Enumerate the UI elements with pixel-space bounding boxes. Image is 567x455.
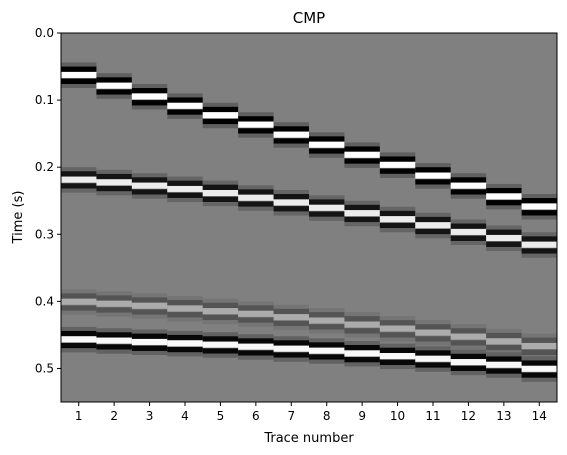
- event-reflection-3-trace-11: [415, 346, 451, 372]
- event-reflection-2-trace-4: [167, 295, 203, 322]
- event-direct-trace-8: [309, 132, 345, 158]
- event-reflection-3-trace-2: [96, 328, 132, 354]
- event-reflection-2-trace-8: [309, 308, 345, 334]
- event-reflection-3-trace-1: [61, 326, 97, 353]
- event-reflection-1-trace-13: [486, 225, 522, 252]
- event-reflection-1-trace-6: [238, 185, 274, 211]
- x-tick-label: 14: [532, 409, 547, 423]
- x-axis-label: Trace number: [263, 431, 354, 446]
- plot-frame: [60, 32, 558, 403]
- event-direct-trace-2: [96, 73, 132, 99]
- y-tick-label: 0.4: [35, 294, 54, 308]
- event-reflection-2-trace-11: [415, 320, 451, 346]
- x-axis: 1 2 3 4 5 6 7 8 9 10 11 12 13 14: [75, 402, 547, 423]
- event-reflection-1-trace-8: [309, 195, 345, 221]
- event-direct-trace-10: [379, 152, 416, 178]
- event-reflection-2-trace-9: [344, 312, 380, 338]
- x-tick-label: 7: [287, 409, 295, 423]
- event-reflection-3-trace-3: [131, 329, 168, 356]
- event-reflection-3-trace-7: [273, 336, 309, 362]
- event-reflection-1-trace-11: [415, 212, 451, 239]
- event-reflection-2-trace-5: [202, 298, 239, 325]
- event-reflection-1-trace-7: [273, 189, 309, 216]
- event-reflection-2-trace-13: [486, 328, 522, 355]
- event-reflection-3-trace-9: [344, 340, 380, 367]
- event-direct-trace-6: [238, 112, 274, 138]
- event-reflection-3-trace-5: [202, 332, 239, 358]
- x-tick-label: 4: [181, 409, 189, 423]
- event-direct-trace-4: [167, 93, 203, 119]
- event-direct-trace-13: [486, 183, 522, 210]
- event-reflection-1-trace-4: [167, 176, 203, 203]
- event-reflection-3-trace-14: [521, 356, 557, 382]
- event-reflection-2-trace-1: [61, 289, 97, 315]
- chart-title: CMP: [293, 9, 325, 27]
- x-tick-label: 9: [358, 409, 366, 423]
- x-tick-label: 12: [461, 409, 476, 423]
- event-reflection-1-trace-2: [96, 169, 132, 196]
- event-reflection-2-trace-3: [131, 293, 168, 319]
- x-tick-label: 13: [496, 409, 511, 423]
- y-axis-label: Time (s): [11, 191, 26, 245]
- event-reflection-2-trace-2: [96, 291, 132, 317]
- event-reflection-2-trace-7: [273, 304, 309, 331]
- event-direct-trace-5: [202, 102, 239, 129]
- event-direct-trace-12: [450, 173, 487, 199]
- x-tick-label: 11: [425, 409, 440, 423]
- event-reflection-3-trace-8: [309, 338, 345, 364]
- event-reflection-3-trace-10: [379, 343, 416, 370]
- event-reflection-1-trace-5: [202, 180, 239, 207]
- x-tick-label: 8: [323, 409, 331, 423]
- event-direct-trace-11: [415, 163, 451, 189]
- event-direct-trace-3: [131, 83, 168, 110]
- y-axis: 0.0 0.1 0.2 0.3 0.4 0.5: [35, 26, 61, 375]
- event-reflection-1-trace-14: [521, 232, 557, 258]
- event-reflection-3-trace-13: [486, 352, 522, 378]
- event-direct-trace-1: [61, 62, 97, 89]
- event-reflection-2-trace-14: [521, 333, 557, 360]
- event-reflection-1-trace-3: [131, 173, 168, 199]
- event-reflection-1-trace-9: [344, 200, 380, 227]
- event-reflection-2-trace-6: [238, 301, 274, 327]
- event-reflection-3-trace-6: [238, 334, 274, 360]
- event-reflection-3-trace-4: [167, 330, 203, 357]
- event-reflection-1-trace-10: [379, 206, 416, 233]
- y-tick-label: 0.3: [35, 227, 54, 241]
- event-reflection-2-trace-10: [379, 316, 416, 342]
- x-tick-label: 1: [75, 409, 83, 423]
- plot-area: [61, 33, 557, 402]
- x-tick-label: 2: [110, 409, 118, 423]
- event-reflection-3-trace-12: [450, 349, 487, 376]
- x-tick-label: 3: [146, 409, 154, 423]
- y-tick-label: 0.0: [35, 26, 54, 40]
- x-tick-label: 5: [217, 409, 225, 423]
- event-reflection-1-trace-1: [61, 167, 97, 193]
- y-tick-label: 0.2: [35, 160, 54, 174]
- event-direct-trace-9: [344, 142, 380, 168]
- event-reflection-2-trace-12: [450, 324, 487, 350]
- y-tick-label: 0.5: [35, 361, 54, 375]
- x-tick-label: 10: [390, 409, 405, 423]
- event-direct-trace-7: [273, 122, 309, 148]
- y-tick-label: 0.1: [35, 93, 54, 107]
- event-reflection-1-trace-12: [450, 219, 487, 246]
- x-tick-label: 6: [252, 409, 260, 423]
- event-direct-trace-14: [521, 194, 557, 220]
